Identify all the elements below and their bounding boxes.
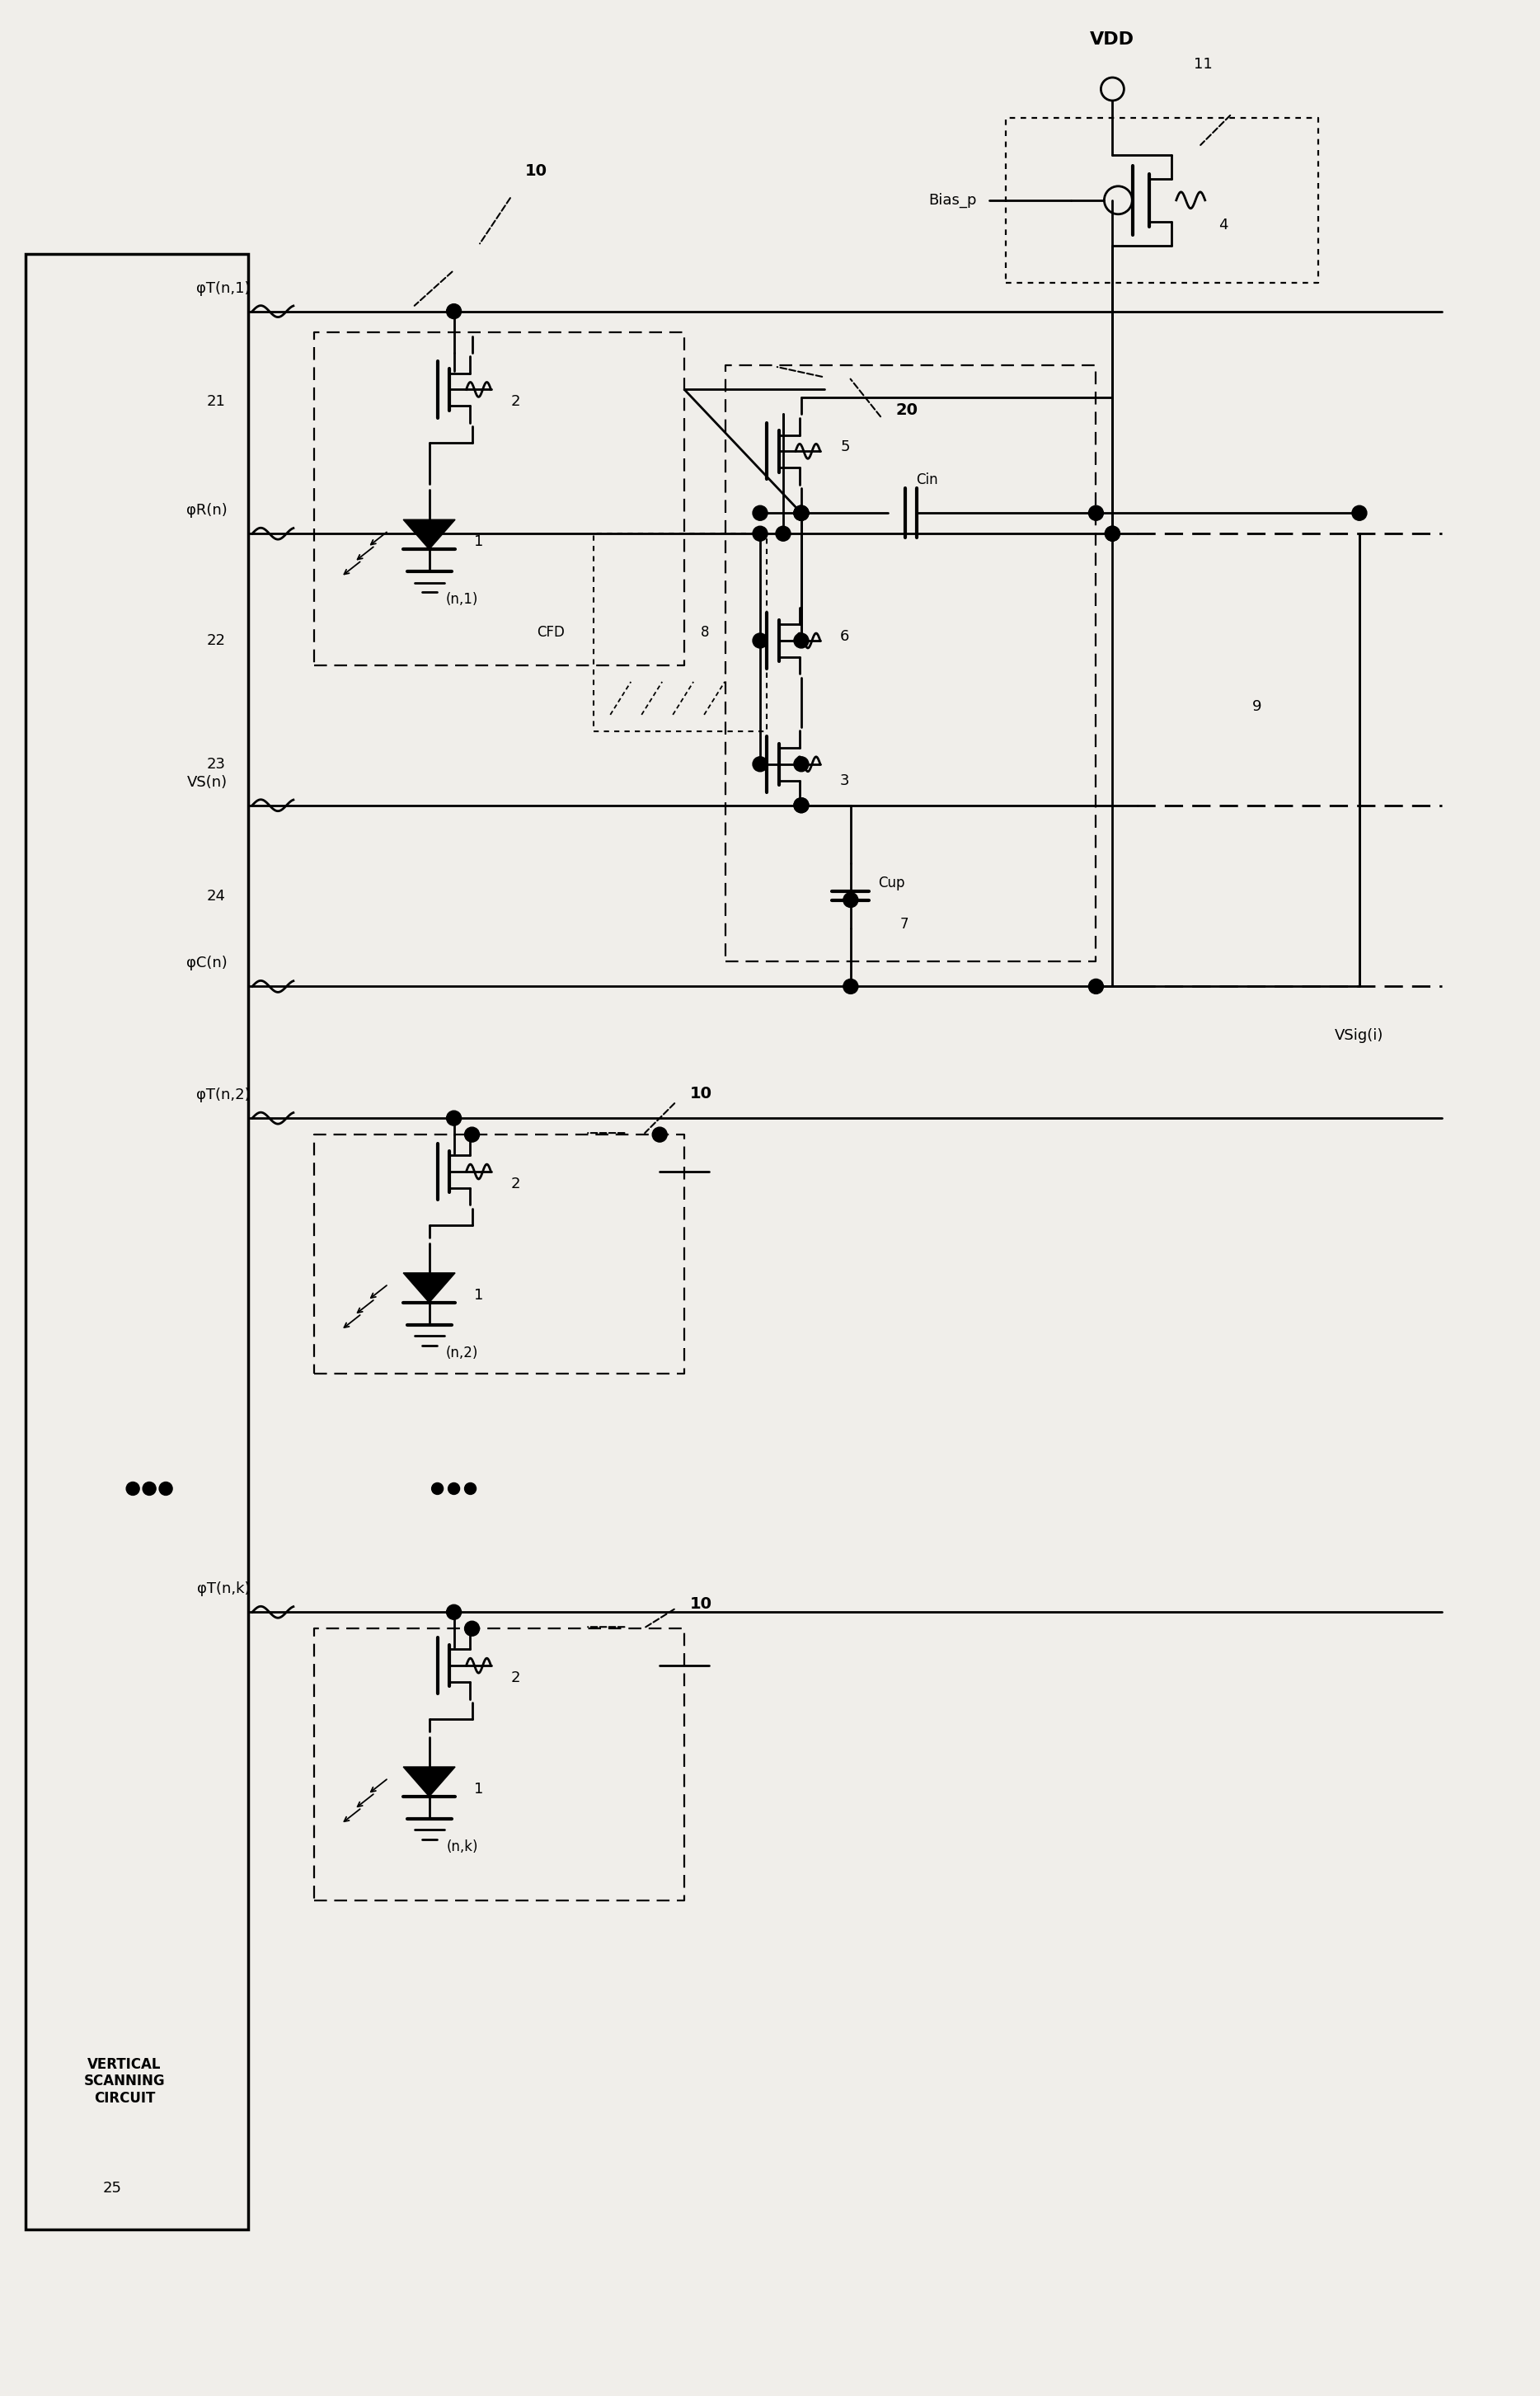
Text: φT(n,1): φT(n,1)	[197, 280, 251, 295]
Circle shape	[1352, 506, 1368, 520]
Text: Cin: Cin	[916, 472, 938, 486]
Text: 21: 21	[206, 395, 226, 410]
Polygon shape	[403, 520, 456, 549]
Circle shape	[753, 757, 767, 772]
Text: 6: 6	[841, 630, 850, 645]
Text: 3: 3	[841, 774, 850, 788]
Circle shape	[143, 1483, 156, 1495]
Circle shape	[795, 757, 808, 772]
Text: 24: 24	[206, 889, 226, 903]
Text: 25: 25	[103, 2180, 122, 2195]
Circle shape	[447, 304, 462, 319]
Circle shape	[447, 1112, 462, 1126]
Text: Cup: Cup	[878, 875, 906, 889]
Circle shape	[448, 1483, 459, 1495]
Text: 22: 22	[206, 633, 226, 647]
Circle shape	[1106, 527, 1120, 541]
Text: φR(n): φR(n)	[186, 503, 228, 518]
Text: VERTICAL
SCANNING
CIRCUIT: VERTICAL SCANNING CIRCUIT	[85, 2056, 165, 2106]
Circle shape	[795, 506, 808, 520]
Text: 20: 20	[896, 403, 918, 417]
Text: VSig(i): VSig(i)	[1335, 1028, 1384, 1042]
Text: 7: 7	[899, 918, 909, 932]
Text: 2: 2	[511, 395, 521, 410]
Text: VS(n): VS(n)	[186, 774, 228, 791]
Circle shape	[795, 506, 808, 520]
Text: (n,1): (n,1)	[447, 592, 479, 606]
Circle shape	[753, 506, 767, 520]
Circle shape	[844, 980, 858, 994]
Text: 10: 10	[525, 163, 547, 180]
Text: 23: 23	[206, 757, 226, 772]
Circle shape	[844, 894, 858, 908]
Circle shape	[1089, 980, 1103, 994]
Text: CFD: CFD	[537, 625, 565, 640]
Circle shape	[753, 633, 767, 647]
Circle shape	[465, 1126, 479, 1143]
Text: φC(n): φC(n)	[186, 956, 228, 970]
Circle shape	[795, 798, 808, 812]
Circle shape	[795, 506, 808, 520]
Text: 2: 2	[511, 1176, 521, 1191]
Circle shape	[1089, 506, 1103, 520]
Text: φT(n,2): φT(n,2)	[197, 1088, 251, 1102]
Text: 11: 11	[1194, 58, 1212, 72]
Polygon shape	[403, 1766, 456, 1797]
Circle shape	[753, 527, 767, 541]
Text: (n,k): (n,k)	[447, 1840, 477, 1855]
Text: 10: 10	[690, 1085, 711, 1102]
Text: 2: 2	[511, 1670, 521, 1684]
Text: 8: 8	[701, 625, 710, 640]
Text: 10: 10	[690, 1596, 711, 1613]
Circle shape	[795, 798, 808, 812]
Circle shape	[465, 1622, 479, 1636]
Polygon shape	[403, 1272, 456, 1303]
Text: Bias_p: Bias_p	[929, 192, 976, 208]
Text: 9: 9	[1252, 700, 1261, 714]
Circle shape	[1106, 527, 1120, 541]
Text: (n,2): (n,2)	[447, 1347, 479, 1361]
Text: φT(n,k): φT(n,k)	[197, 1581, 249, 1596]
Text: 5: 5	[841, 441, 850, 455]
Circle shape	[795, 633, 808, 647]
Text: 1: 1	[474, 1783, 484, 1797]
Circle shape	[465, 1483, 476, 1495]
Circle shape	[126, 1483, 140, 1495]
Circle shape	[447, 1605, 462, 1620]
Circle shape	[776, 527, 790, 541]
Circle shape	[653, 1126, 667, 1143]
Circle shape	[159, 1483, 172, 1495]
Circle shape	[431, 1483, 444, 1495]
Text: 4: 4	[1218, 218, 1229, 232]
Text: 1: 1	[474, 534, 484, 549]
Text: 1: 1	[474, 1287, 484, 1303]
Text: VDD: VDD	[1090, 31, 1135, 48]
